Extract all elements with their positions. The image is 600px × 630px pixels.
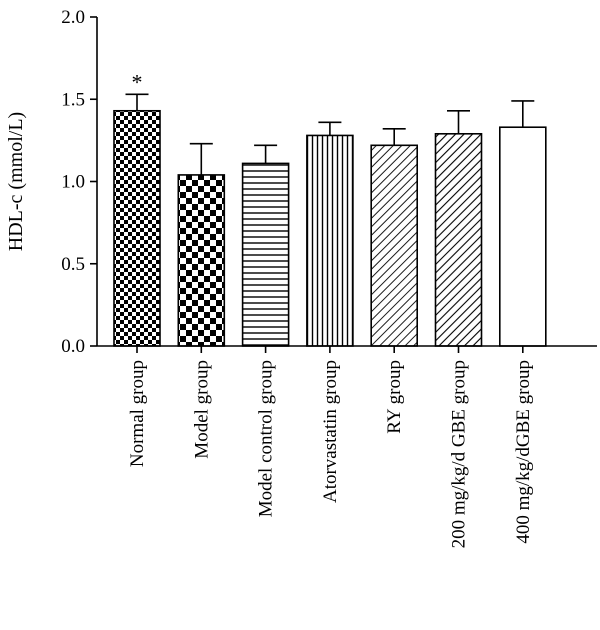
x-tick-label: 200 mg/kg/d GBE group xyxy=(449,360,470,548)
y-axis: 0.0 0.5 1.0 1.5 2.0 xyxy=(61,7,98,357)
x-tick-label: Model control group xyxy=(256,360,277,517)
x-axis: Normal group Model group Model control gro… xyxy=(97,345,597,548)
bar xyxy=(113,109,161,347)
x-tick-label: Atorvastatin group xyxy=(320,360,341,503)
bar xyxy=(177,174,226,347)
y-tick-label: 2.0 xyxy=(61,7,85,28)
bar xyxy=(241,162,290,347)
bars: * xyxy=(113,69,547,347)
x-tick-label: RY group xyxy=(384,360,405,434)
bar xyxy=(434,132,483,347)
bar xyxy=(306,134,354,347)
bar xyxy=(498,126,547,347)
x-tick-label: 400 mg/kg/dGBE group xyxy=(513,360,534,544)
y-axis-title: HDL-c (mmol/L) xyxy=(5,112,27,251)
y-tick-label: 0.5 xyxy=(61,254,85,275)
x-tick-label: Normal group xyxy=(127,360,148,467)
y-tick-label: 0.0 xyxy=(61,336,85,357)
y-tick-label: 1.5 xyxy=(61,89,85,110)
y-tick-label: 1.0 xyxy=(61,172,85,193)
significance-annotation: * xyxy=(132,69,143,94)
bar xyxy=(370,144,419,347)
x-tick-label: Model group xyxy=(191,360,212,459)
